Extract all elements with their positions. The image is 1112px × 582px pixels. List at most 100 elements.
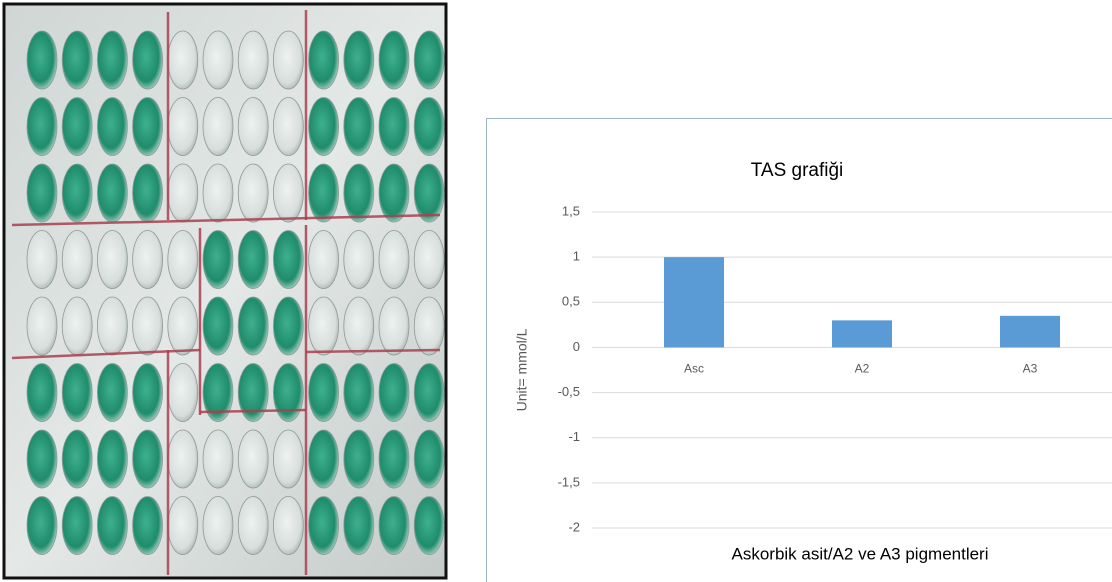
well — [133, 430, 163, 488]
well — [203, 297, 233, 355]
y-tick-label: 0,5 — [562, 294, 580, 309]
well — [62, 497, 92, 555]
well — [203, 430, 233, 488]
well — [27, 98, 57, 156]
well — [344, 98, 374, 156]
well — [97, 364, 127, 422]
well — [168, 430, 198, 488]
well — [97, 231, 127, 289]
well — [414, 364, 444, 422]
well — [309, 98, 339, 156]
well — [414, 31, 444, 89]
well — [168, 297, 198, 355]
well — [133, 31, 163, 89]
well — [27, 164, 57, 222]
well — [133, 231, 163, 289]
well — [133, 98, 163, 156]
well — [203, 164, 233, 222]
well — [133, 164, 163, 222]
well — [168, 364, 198, 422]
well — [309, 364, 339, 422]
well — [414, 497, 444, 555]
well — [414, 430, 444, 488]
well — [97, 164, 127, 222]
plate-photo — [4, 4, 446, 578]
well — [344, 231, 374, 289]
well — [62, 31, 92, 89]
well — [344, 31, 374, 89]
y-tick-label: 1,5 — [562, 203, 580, 218]
y-axis-label: Unit= mmol/L — [514, 328, 530, 411]
well — [238, 31, 268, 89]
x-tick-label: A3 — [1023, 362, 1038, 376]
well — [133, 297, 163, 355]
well — [97, 31, 127, 89]
well — [168, 497, 198, 555]
well — [414, 98, 444, 156]
well — [379, 430, 409, 488]
well — [344, 497, 374, 555]
well — [309, 31, 339, 89]
well — [273, 430, 303, 488]
x-axis-label: Askorbik asit/A2 ve A3 pigmentleri — [731, 544, 988, 563]
well — [309, 164, 339, 222]
y-tick-label: 0 — [573, 339, 580, 354]
well — [273, 164, 303, 222]
well — [273, 31, 303, 89]
well — [62, 98, 92, 156]
well — [238, 98, 268, 156]
well — [27, 297, 57, 355]
well — [97, 497, 127, 555]
well — [27, 364, 57, 422]
well — [273, 364, 303, 422]
well — [27, 497, 57, 555]
well — [379, 231, 409, 289]
well — [168, 164, 198, 222]
well — [203, 497, 233, 555]
y-tick-label: -1,5 — [558, 474, 580, 489]
well — [62, 231, 92, 289]
well — [238, 364, 268, 422]
well — [238, 231, 268, 289]
well — [273, 497, 303, 555]
bar — [832, 320, 892, 347]
well — [414, 297, 444, 355]
well — [379, 31, 409, 89]
x-tick-label: A2 — [855, 362, 870, 376]
well — [62, 430, 92, 488]
well — [309, 231, 339, 289]
well — [238, 430, 268, 488]
well — [62, 297, 92, 355]
well — [62, 364, 92, 422]
y-tick-label: -1 — [568, 429, 580, 444]
well — [168, 98, 198, 156]
well — [97, 98, 127, 156]
well — [379, 497, 409, 555]
well — [344, 297, 374, 355]
well — [27, 430, 57, 488]
well — [379, 164, 409, 222]
well — [168, 231, 198, 289]
well — [273, 231, 303, 289]
well — [379, 98, 409, 156]
well — [97, 430, 127, 488]
bar — [1000, 316, 1060, 348]
well — [379, 364, 409, 422]
well — [238, 164, 268, 222]
well — [273, 98, 303, 156]
well — [62, 164, 92, 222]
well — [238, 497, 268, 555]
x-tick-label: Asc — [684, 362, 704, 376]
well — [27, 231, 57, 289]
y-tick-label: -0,5 — [558, 384, 580, 399]
chart-frame — [487, 119, 1112, 582]
well — [203, 98, 233, 156]
well — [344, 164, 374, 222]
well — [27, 31, 57, 89]
figure: TAS grafiği Unit= mmol/L Askorbik asit/A… — [0, 0, 1112, 582]
well — [273, 297, 303, 355]
well — [309, 430, 339, 488]
well — [414, 164, 444, 222]
bar — [664, 257, 724, 347]
well — [309, 297, 339, 355]
